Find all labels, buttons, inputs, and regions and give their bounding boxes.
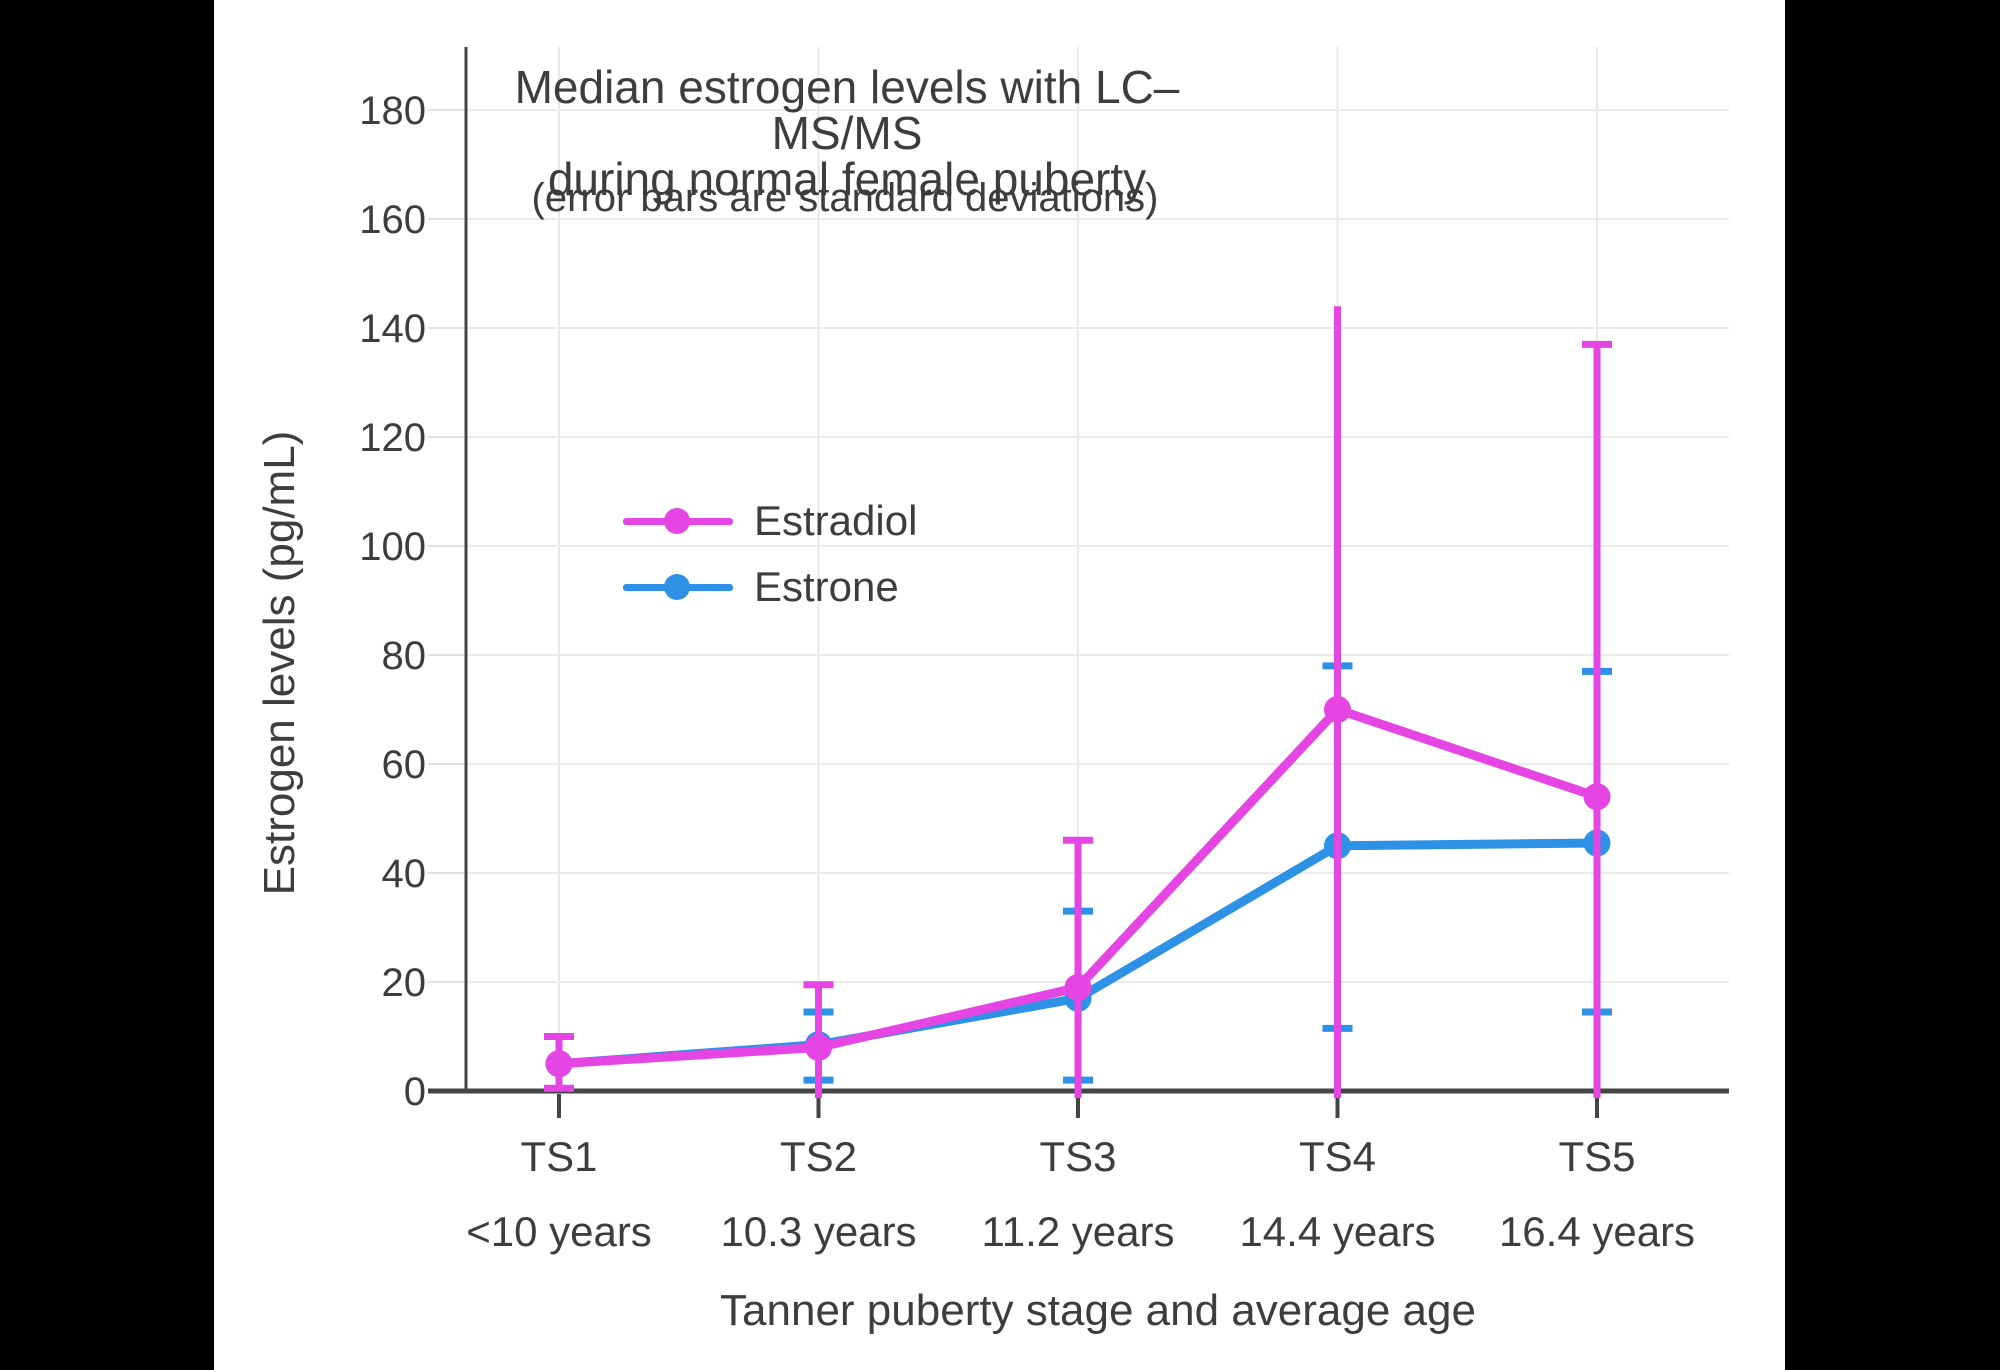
x-tick-sublabel: 16.4 years xyxy=(1499,1208,1695,1255)
x-tick-label: TS3 xyxy=(1039,1133,1116,1180)
plot-area: 0 20 40 60 80 100 120 140 160 180 TS1 <10 years TS2 1… xyxy=(359,47,1729,1255)
x-tick-sublabel: 10.3 years xyxy=(720,1208,916,1255)
legend-item-estradiol: Estradiol xyxy=(623,488,917,554)
legend: Estradiol Estrone xyxy=(623,488,917,620)
y-tick-label: 120 xyxy=(359,416,426,460)
chart-panel: 0 20 40 60 80 100 120 140 160 180 TS1 <10 years TS2 1… xyxy=(214,0,1785,1370)
y-tick-label: 20 xyxy=(382,961,427,1005)
estrone-marker-icon xyxy=(664,574,690,600)
estrone-legend-sample xyxy=(623,573,733,601)
x-tick-sublabel: 11.2 years xyxy=(982,1208,1175,1255)
estradiol-marker xyxy=(805,1033,832,1061)
estradiol-marker-icon xyxy=(664,508,690,534)
chart-title-line1: Median estrogen levels with LC–MS/MS xyxy=(514,61,1180,159)
legend-label-estradiol: Estradiol xyxy=(754,497,918,544)
y-tick-label: 100 xyxy=(359,525,426,569)
x-tick-sublabel: <10 years xyxy=(466,1208,652,1255)
y-tick-label: 0 xyxy=(404,1070,426,1114)
x-tick-label: TS2 xyxy=(780,1133,857,1180)
estradiol-marker xyxy=(1064,973,1092,1001)
chart-title: Median estrogen levels with LC–MS/MS dur… xyxy=(447,64,1247,202)
y-tick-label: 160 xyxy=(359,198,426,242)
x-tick-label: TS5 xyxy=(1558,1133,1635,1180)
y-tick-label: 180 xyxy=(359,89,426,133)
y-tick-label: 60 xyxy=(382,743,427,787)
legend-label-estrone: Estrone xyxy=(754,563,899,610)
estradiol-marker xyxy=(1324,696,1351,723)
y-tick-label: 80 xyxy=(382,634,427,678)
estradiol-marker xyxy=(1583,783,1611,811)
y-axis-title: Estrogen levels (pg/mL) xyxy=(255,430,304,896)
chart-subtitle: (error bars are standard deviations) xyxy=(531,176,1159,220)
y-tick-label: 140 xyxy=(359,307,426,351)
estradiol-marker xyxy=(545,1050,573,1078)
x-tick-label: TS1 xyxy=(520,1133,597,1180)
legend-item-estrone: Estrone xyxy=(623,554,917,620)
estradiol-legend-sample xyxy=(623,507,733,535)
chart-title-line2: during normal female puberty xyxy=(547,153,1147,205)
y-tick-label: 40 xyxy=(382,852,427,896)
x-axis-title: Tanner puberty stage and average age xyxy=(720,1286,1476,1335)
x-tick-sublabel: 14.4 years xyxy=(1239,1208,1435,1255)
x-tick-label: TS4 xyxy=(1299,1133,1376,1180)
